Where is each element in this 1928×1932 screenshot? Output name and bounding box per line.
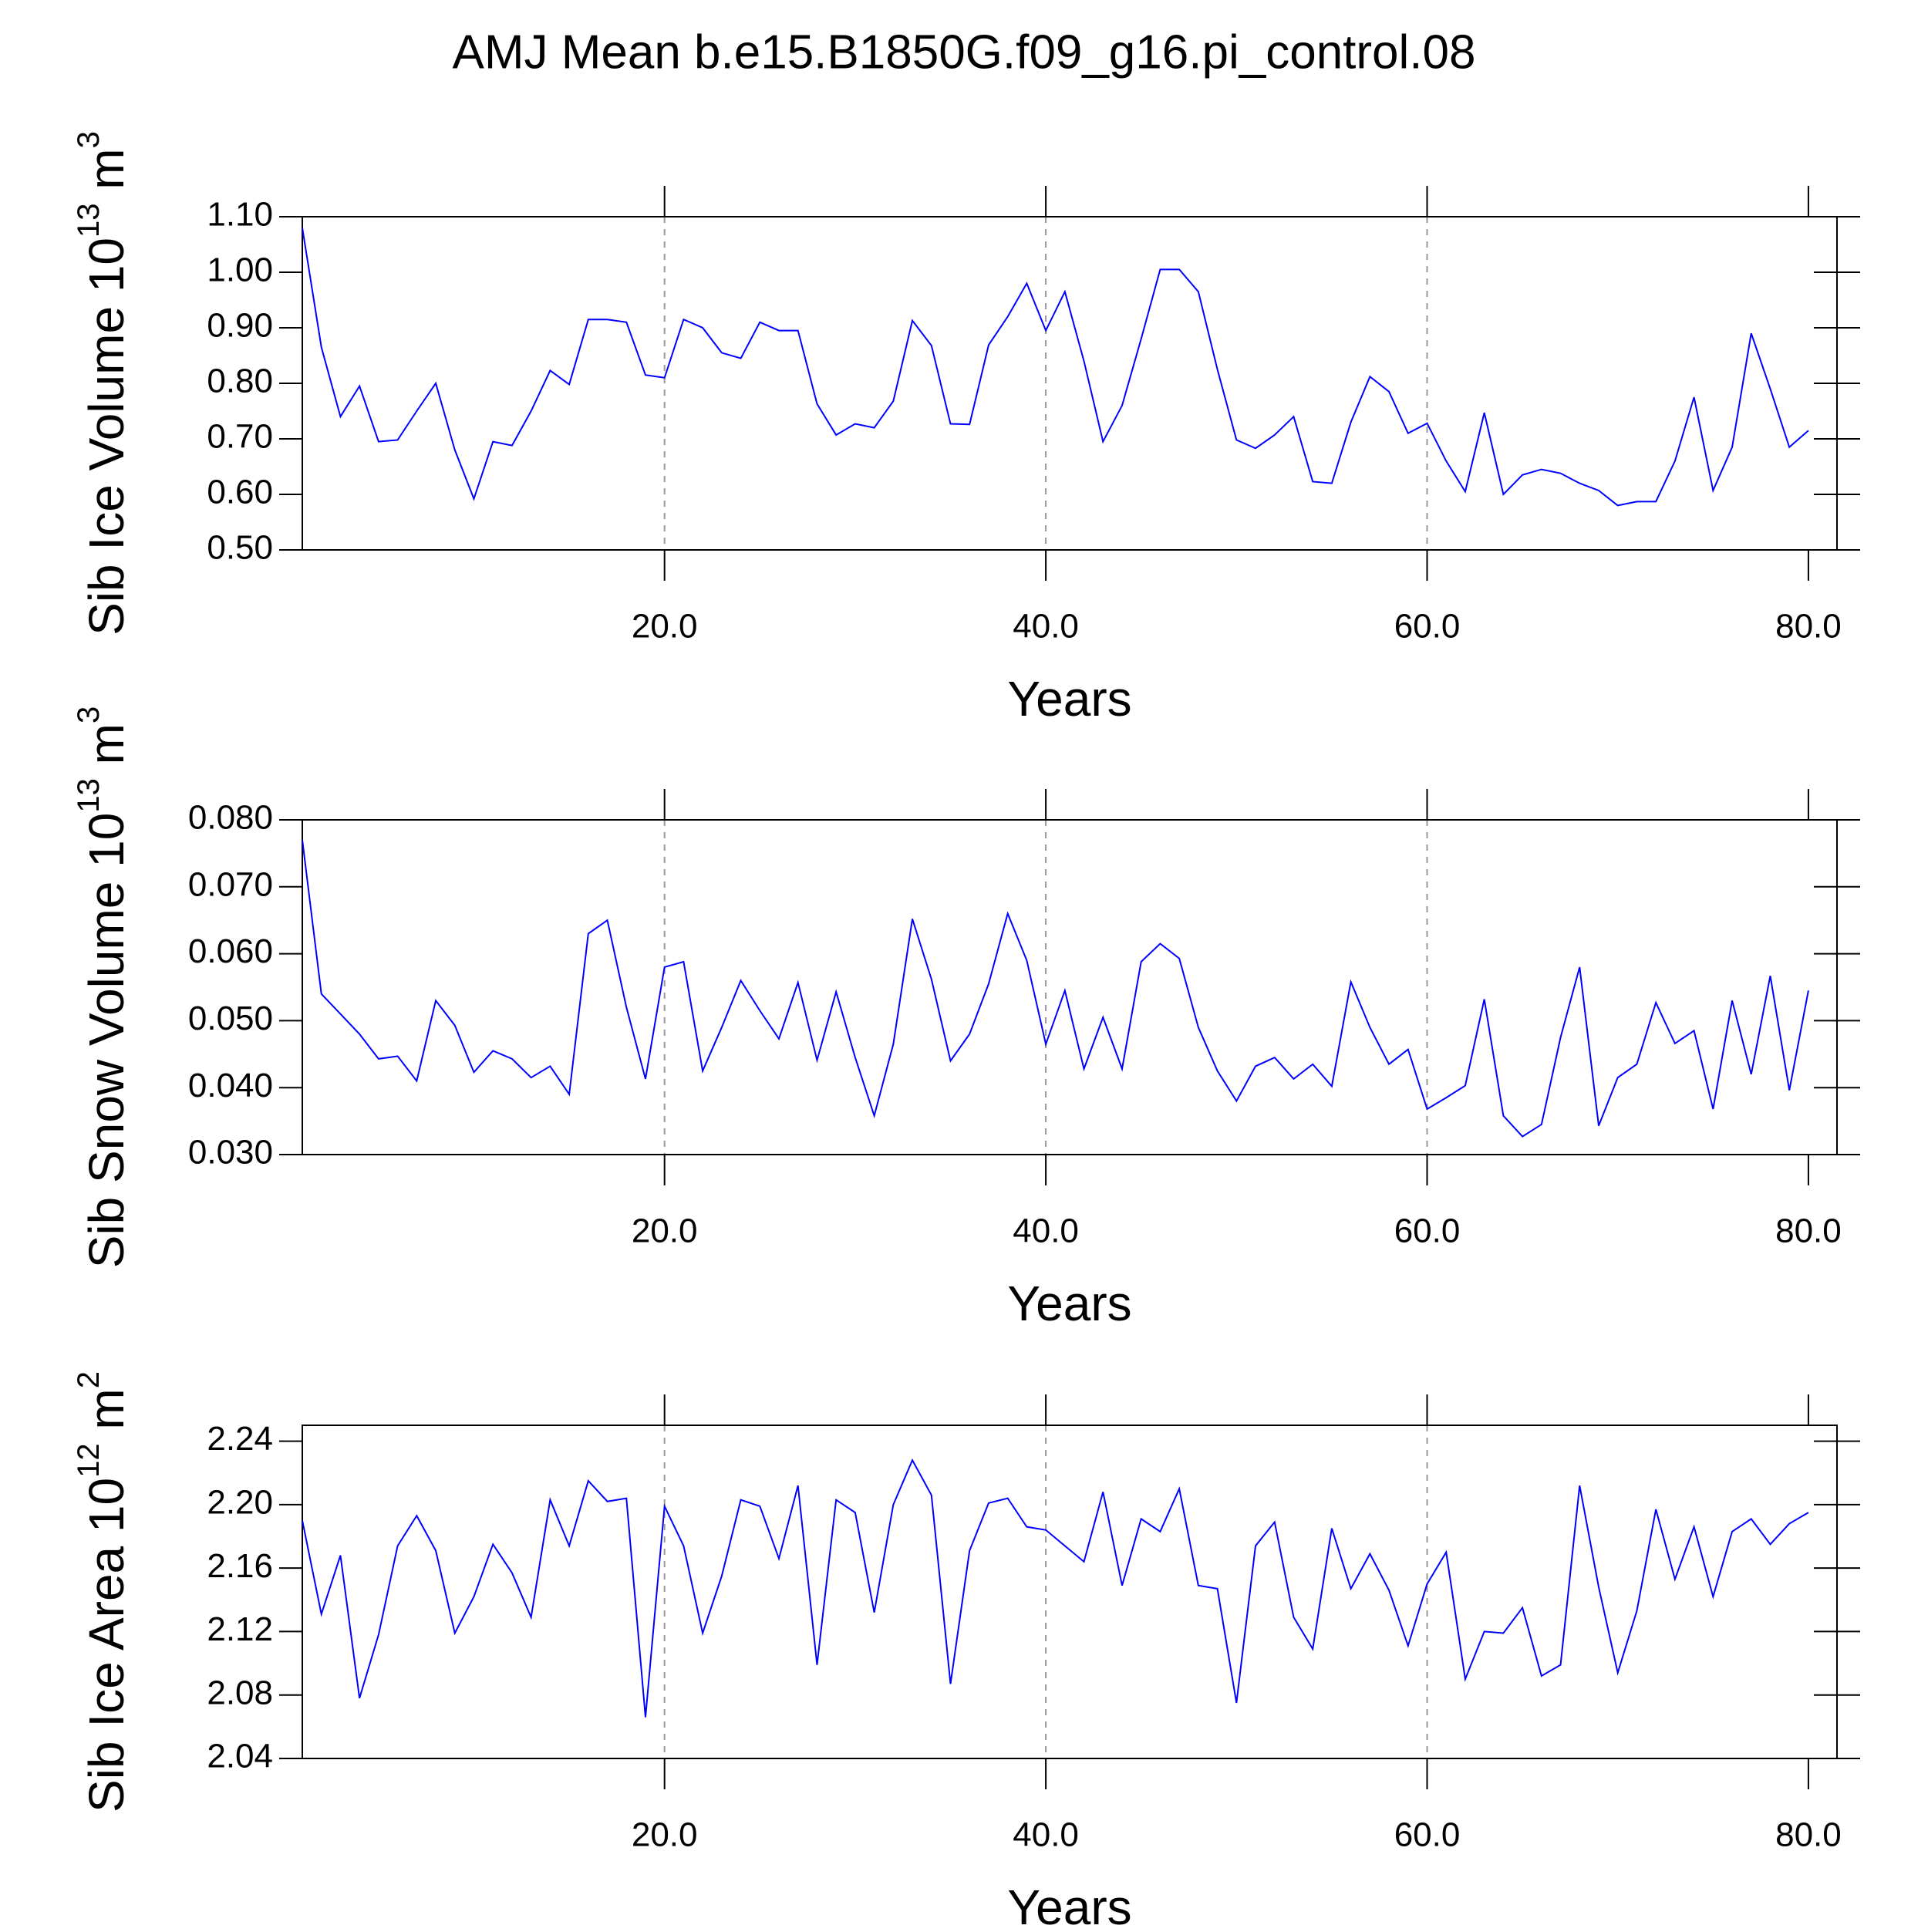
y-axis-label-part: Sib Snow Volume 10: [79, 813, 134, 1269]
x-axis-label: Years: [1007, 671, 1131, 727]
y-tick-label: 2.08: [207, 1674, 273, 1711]
y-axis-label-part: m: [79, 1388, 134, 1443]
plot-frame: [302, 819, 1838, 1155]
x-tick-label: 40.0: [1013, 608, 1079, 646]
y-tick-label: 2.16: [207, 1547, 273, 1585]
x-tick-label: 60.0: [1394, 1212, 1461, 1250]
x-tick-label: 60.0: [1394, 1816, 1461, 1854]
x-tick-label: 80.0: [1775, 1212, 1842, 1250]
y-axis-label-part: m: [79, 723, 134, 778]
y-tick-label: 1.00: [207, 251, 273, 289]
y-tick-label: 0.050: [188, 1000, 273, 1037]
y-axis-label-part: 2: [72, 1371, 106, 1388]
x-tick-label: 20.0: [632, 608, 698, 646]
x-axis-label: Years: [1007, 1880, 1131, 1928]
y-axis-label-part: 12: [72, 1443, 106, 1478]
y-axis-label-part: m: [79, 148, 134, 203]
y-axis-label-part: Sib Ice Volume 10: [79, 238, 134, 636]
y-axis-label-part: 13: [72, 778, 106, 813]
data-line: [302, 228, 1809, 507]
chart-title: AMJ Mean b.e15.B1850G.f09_g16.pi_control…: [452, 25, 1475, 79]
y-tick-label: 0.030: [188, 1134, 273, 1172]
plot-frame: [302, 1425, 1838, 1759]
x-tick-label: 80.0: [1775, 608, 1842, 646]
x-tick-label: 40.0: [1013, 1212, 1079, 1250]
y-axis-label-part: 3: [72, 131, 106, 148]
y-axis-label-part: 3: [72, 706, 106, 723]
y-tick-label: 2.24: [207, 1420, 273, 1458]
x-tick-label: 80.0: [1775, 1816, 1842, 1854]
x-tick-label: 20.0: [632, 1816, 698, 1854]
y-tick-label: 0.040: [188, 1067, 273, 1104]
x-tick-label: 20.0: [632, 1212, 698, 1250]
y-tick-label: 2.04: [207, 1738, 273, 1775]
y-axis-label: Sib Ice Volume 1013 m3: [72, 131, 134, 636]
plot-frame: [302, 216, 1838, 551]
x-tick-label: 40.0: [1013, 1816, 1079, 1854]
y-tick-label: 2.20: [207, 1483, 273, 1521]
y-tick-label: 0.080: [188, 799, 273, 837]
x-tick-label: 60.0: [1394, 608, 1461, 646]
data-line: [302, 839, 1809, 1138]
y-tick-label: 0.70: [207, 418, 273, 456]
y-axis-label-part: Sib Ice Area 10: [79, 1478, 134, 1812]
y-tick-label: 0.80: [207, 362, 273, 400]
y-tick-label: 0.60: [207, 474, 273, 511]
y-axis-label: Sib Snow Volume 1013 m3: [72, 706, 134, 1268]
y-axis-label: Sib Ice Area 1012 m2: [72, 1371, 134, 1812]
y-tick-label: 0.070: [188, 865, 273, 903]
x-axis-label: Years: [1007, 1276, 1131, 1331]
y-tick-label: 0.90: [207, 307, 273, 345]
data-line: [302, 1458, 1809, 1718]
y-axis-label-part: 13: [72, 203, 106, 238]
y-tick-label: 0.060: [188, 932, 273, 970]
y-tick-label: 0.50: [207, 529, 273, 567]
y-tick-label: 2.12: [207, 1610, 273, 1648]
y-tick-label: 1.10: [207, 196, 273, 234]
